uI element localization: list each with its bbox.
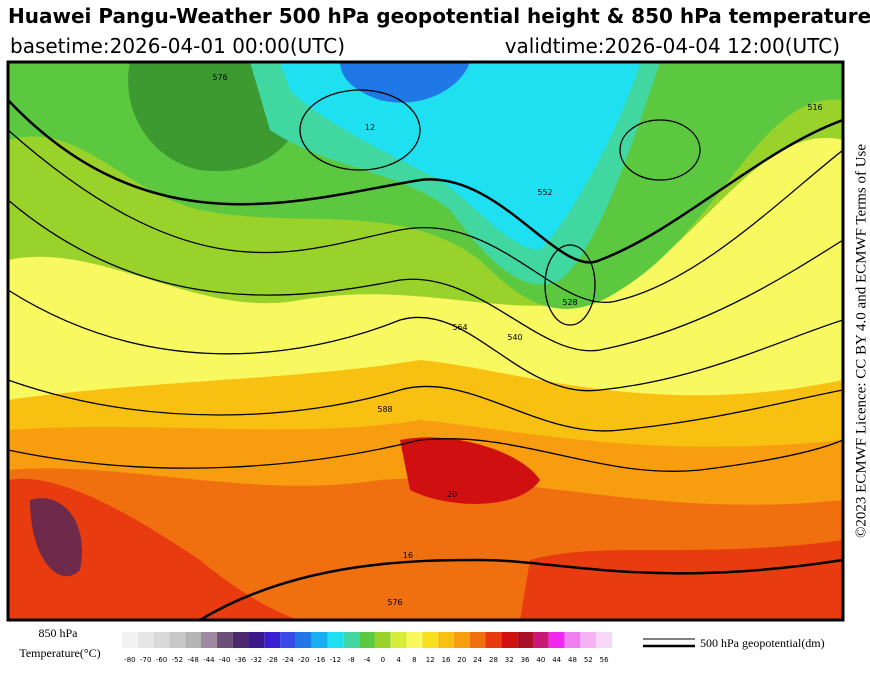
colorbar-label: -20 [298, 656, 309, 664]
contour-label: 20 [447, 490, 457, 499]
color-swatch [596, 632, 612, 648]
color-swatch [374, 632, 391, 648]
color-swatch [501, 632, 518, 648]
color-swatch [264, 632, 281, 648]
temperature-field: 576 552 528 540 564 588 516 576 12 20 16 [8, 62, 843, 620]
colorbar-label: -28 [266, 656, 277, 664]
color-swatch [343, 632, 360, 648]
color-swatch [169, 632, 186, 648]
colorbar-label: 48 [568, 656, 577, 664]
color-swatch [532, 632, 549, 648]
contour-label: 588 [377, 405, 392, 414]
colorbar-label: 44 [552, 656, 561, 664]
colorbar-label: 16 [442, 656, 451, 664]
colorbar-label: 56 [600, 656, 609, 664]
colorbar-label: -48 [187, 656, 198, 664]
contour-label: 552 [537, 188, 552, 197]
colorbar-label: 20 [457, 656, 466, 664]
color-swatch [422, 632, 439, 648]
color-swatch [122, 632, 138, 648]
contour-label: 576 [212, 73, 227, 82]
validtime: validtime:2026-04-04 12:00(UTC) [504, 34, 840, 58]
colorbar-label: -16 [314, 656, 326, 664]
color-swatch [280, 632, 296, 648]
color-swatch [248, 632, 265, 648]
color-swatch [406, 632, 423, 648]
colorbar-label: -32 [251, 656, 262, 664]
contour-label: 528 [562, 298, 577, 307]
colorbar-label: 40 [536, 656, 545, 664]
color-swatch [438, 632, 454, 648]
legend-title: 850 hPa [39, 626, 79, 640]
colorbar-label: -4 [364, 656, 372, 664]
colorbar-label: -8 [348, 656, 355, 664]
colorbar-label: -36 [235, 656, 247, 664]
color-swatch [469, 632, 486, 648]
contour-label: 516 [807, 103, 822, 112]
contour-label: 576 [387, 598, 402, 607]
colorbar-label: 24 [473, 656, 482, 664]
colorbar-label: 12 [426, 656, 435, 664]
colorbar-label: 32 [505, 656, 514, 664]
color-swatch [153, 632, 170, 648]
colorbar-label: 4 [396, 656, 401, 664]
color-swatch [485, 632, 502, 648]
color-swatch [517, 632, 533, 648]
colorbar-label: -40 [219, 656, 230, 664]
colorbar-label: 28 [489, 656, 498, 664]
color-swatch [580, 632, 597, 648]
color-swatch [390, 632, 407, 648]
colorbar-label: -52 [172, 656, 183, 664]
colorbar-label: 52 [584, 656, 593, 664]
contour-label: 12 [365, 123, 375, 132]
colorbar-label: -24 [282, 656, 294, 664]
color-swatch [359, 632, 375, 648]
colorbar-label: 8 [412, 656, 416, 664]
color-swatch [295, 632, 312, 648]
contour-legend: 500 hPa geopotential(dm) [700, 636, 825, 650]
colorbar-label: 36 [521, 656, 530, 664]
title: Huawei Pangu-Weather 500 hPa geopotentia… [8, 4, 870, 28]
credit: ©2023 ECMWF Licence: CC BY 4.0 and ECMWF… [853, 144, 869, 538]
basetime: basetime:2026-04-01 00:00(UTC) [10, 34, 346, 58]
legend-title: Temperature(°C) [19, 646, 100, 660]
color-swatch [564, 632, 581, 648]
contour-label: 16 [403, 551, 413, 560]
colorbar-label: -70 [140, 656, 151, 664]
color-swatch [232, 632, 249, 648]
color-swatch [548, 632, 565, 648]
colorbar-label: -60 [156, 656, 167, 664]
contour-label: 540 [507, 333, 522, 342]
color-swatch [201, 632, 217, 648]
color-swatch [137, 632, 154, 648]
color-swatch [453, 632, 470, 648]
contour-label: 564 [452, 323, 467, 332]
map-frame [6, 60, 845, 622]
color-swatch [185, 632, 202, 648]
colorbar-label: -44 [203, 656, 215, 664]
color-swatch [216, 632, 233, 648]
colorbar-label: 0 [381, 656, 385, 664]
colorbar-label: -80 [124, 656, 135, 664]
color-swatch [327, 632, 344, 648]
colorbar-label: -12 [330, 656, 341, 664]
color-swatch [311, 632, 328, 648]
